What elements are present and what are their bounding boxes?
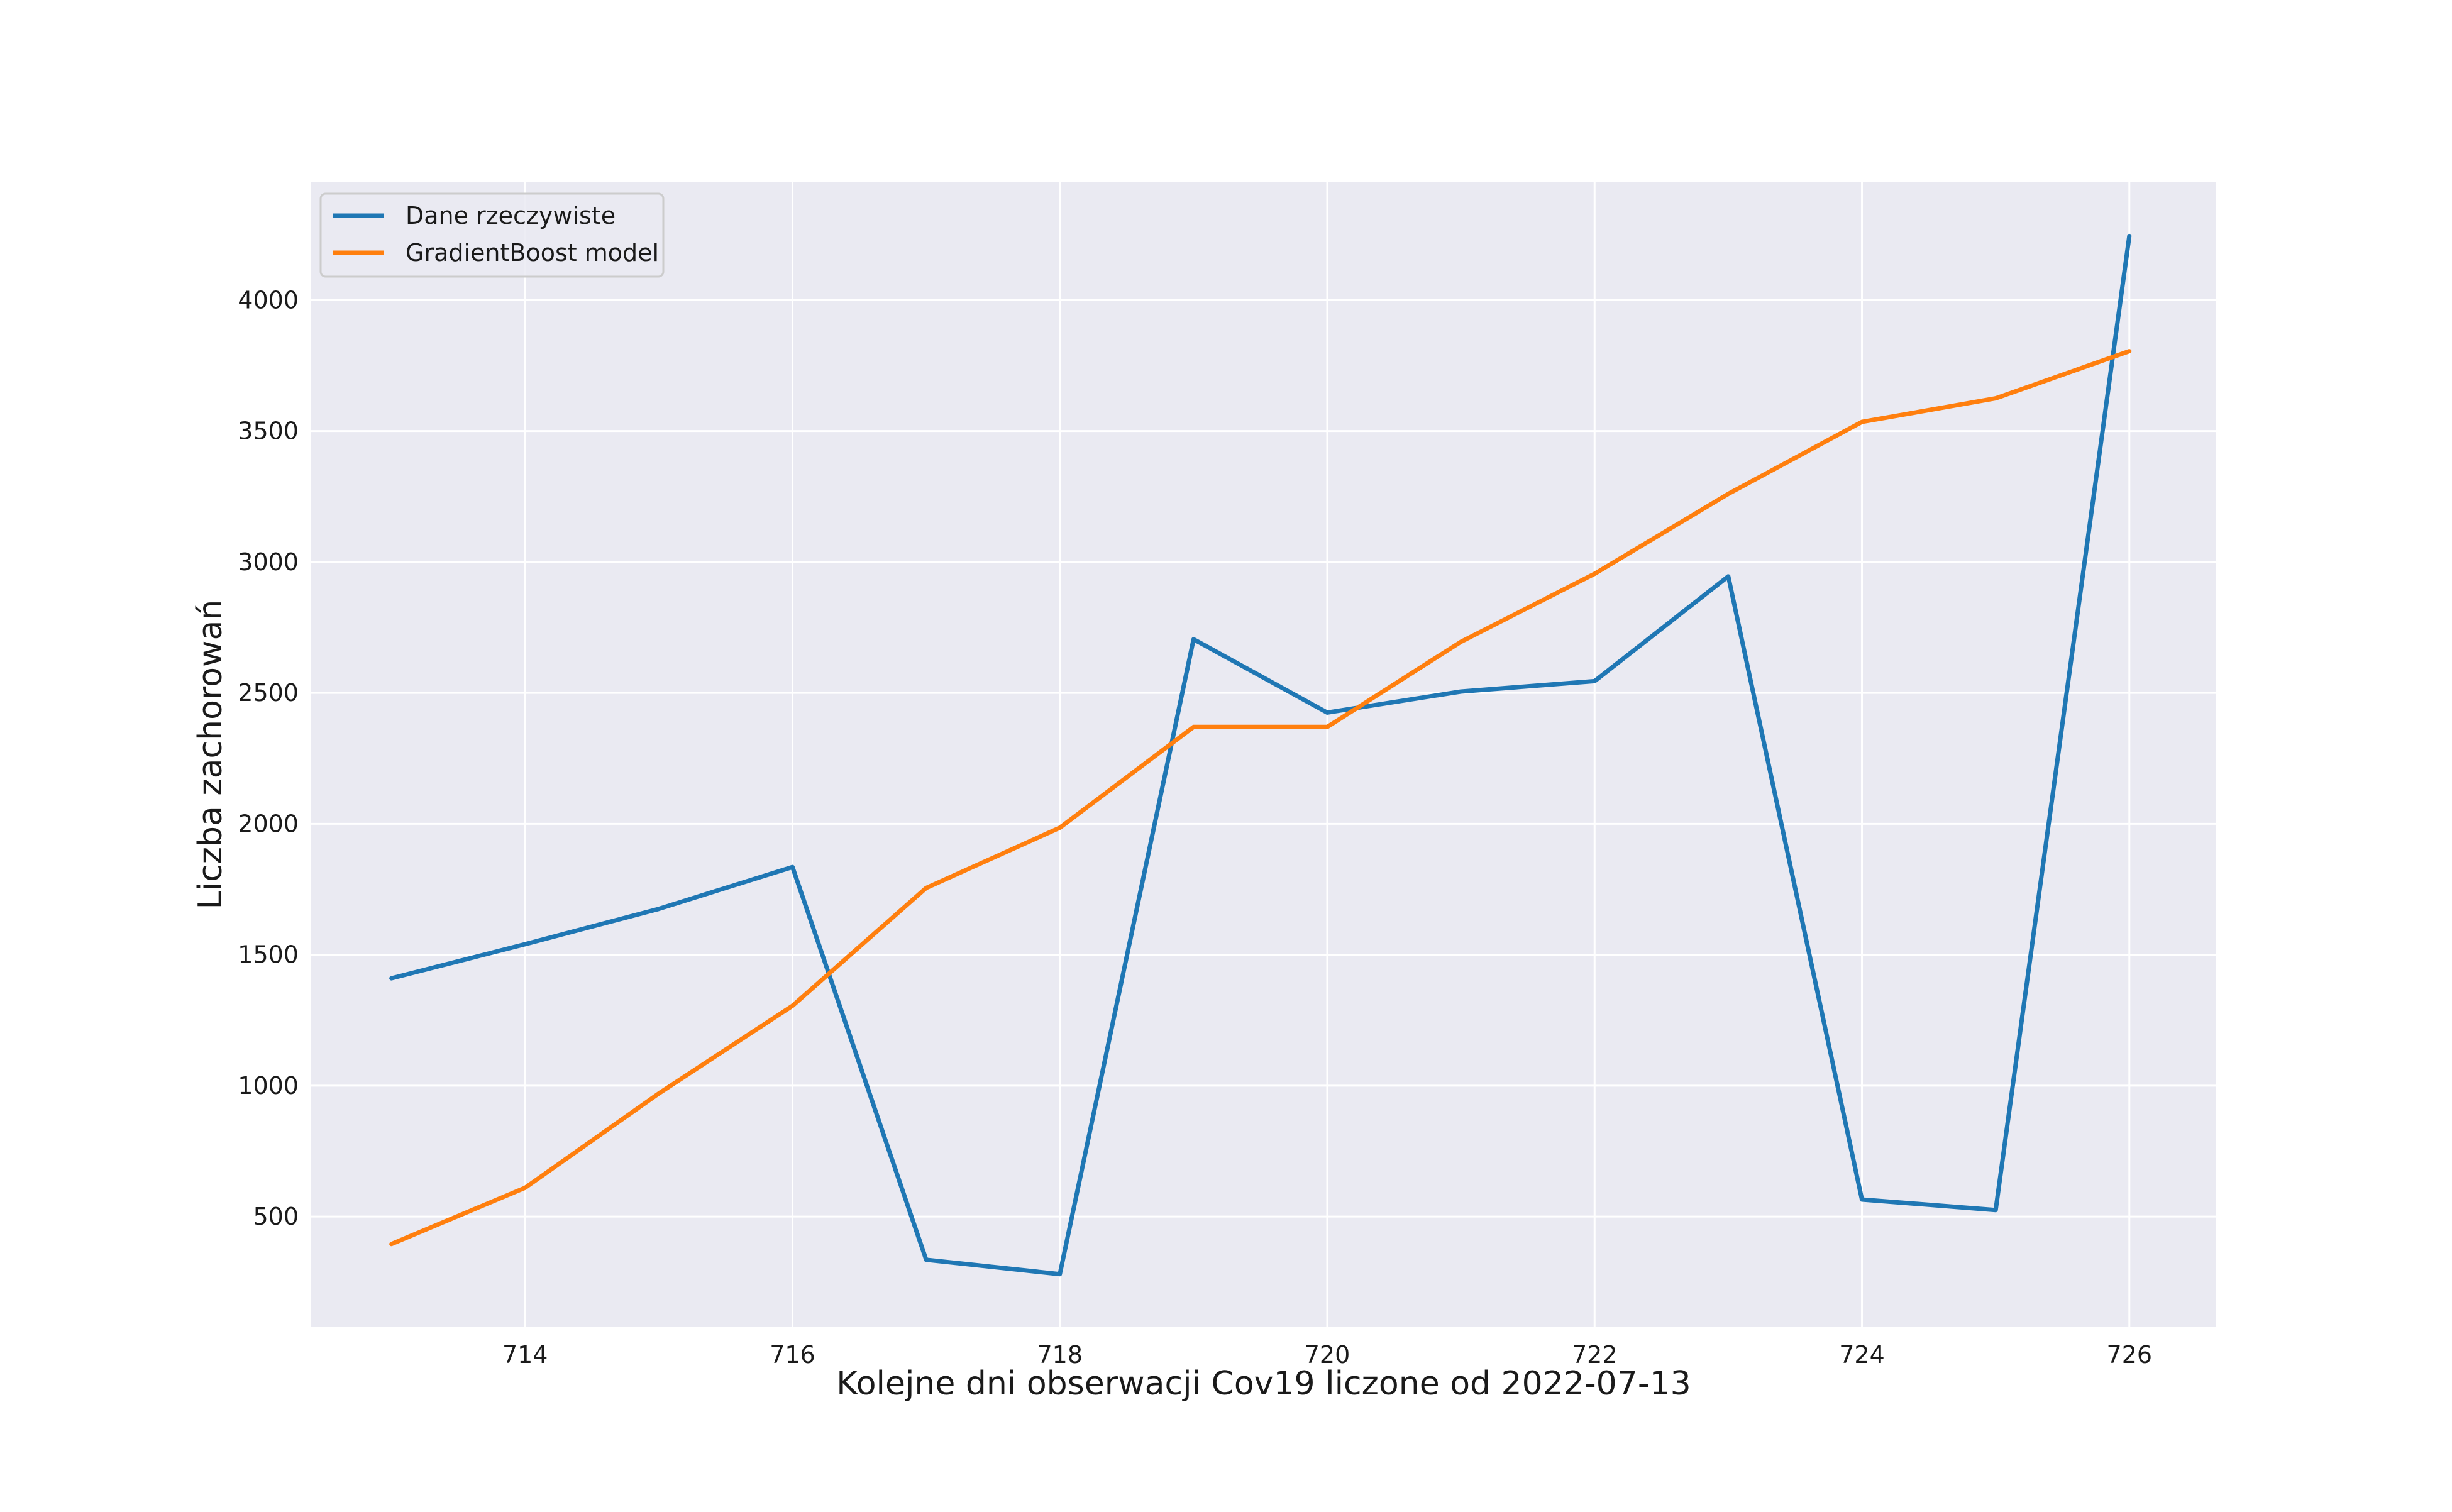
y-tick-label: 3000	[238, 548, 299, 576]
x-tick-label: 722	[1572, 1341, 1618, 1369]
y-tick-label: 2500	[238, 679, 299, 707]
y-tick-labels: 500 1000 1500 2000 2500 3000 3500 4000	[238, 286, 299, 1230]
y-tick-label: 1000	[238, 1072, 299, 1100]
series-line-gradientboost-model	[389, 349, 2132, 1247]
x-tick-label: 720	[1305, 1341, 1350, 1369]
x-tick-label: 724	[1839, 1341, 1885, 1369]
grid-lines	[311, 182, 2216, 1327]
x-tick-label: 716	[770, 1341, 815, 1369]
plot-area	[311, 182, 2216, 1327]
x-tick-label: 718	[1037, 1341, 1083, 1369]
x-tick-label: 714	[502, 1341, 548, 1369]
x-tick-label: 726	[2107, 1341, 2153, 1369]
y-tick-label: 2000	[238, 810, 299, 837]
x-tick-labels: 714 716 718 720 722 724 726	[502, 1341, 2152, 1369]
x-axis-title: Kolejne dni obserwacji Cov19 liczone od …	[836, 1365, 1691, 1403]
legend-label-gradientboost-model: GradientBoost model	[406, 239, 659, 267]
y-tick-label: 4000	[238, 286, 299, 314]
y-tick-label: 500	[253, 1203, 299, 1230]
series-line-dane-rzeczywiste	[389, 233, 2132, 1277]
legend: Dane rzeczywiste GradientBoost model	[319, 192, 665, 278]
series-lines	[389, 233, 2132, 1277]
y-tick-label: 3500	[238, 417, 299, 445]
y-axis-title: Liczba zachorowań	[192, 600, 229, 910]
legend-label-dane-rzeczywiste: Dane rzeczywiste	[406, 202, 616, 229]
legend-box	[319, 192, 665, 278]
y-tick-label: 1500	[238, 941, 299, 969]
